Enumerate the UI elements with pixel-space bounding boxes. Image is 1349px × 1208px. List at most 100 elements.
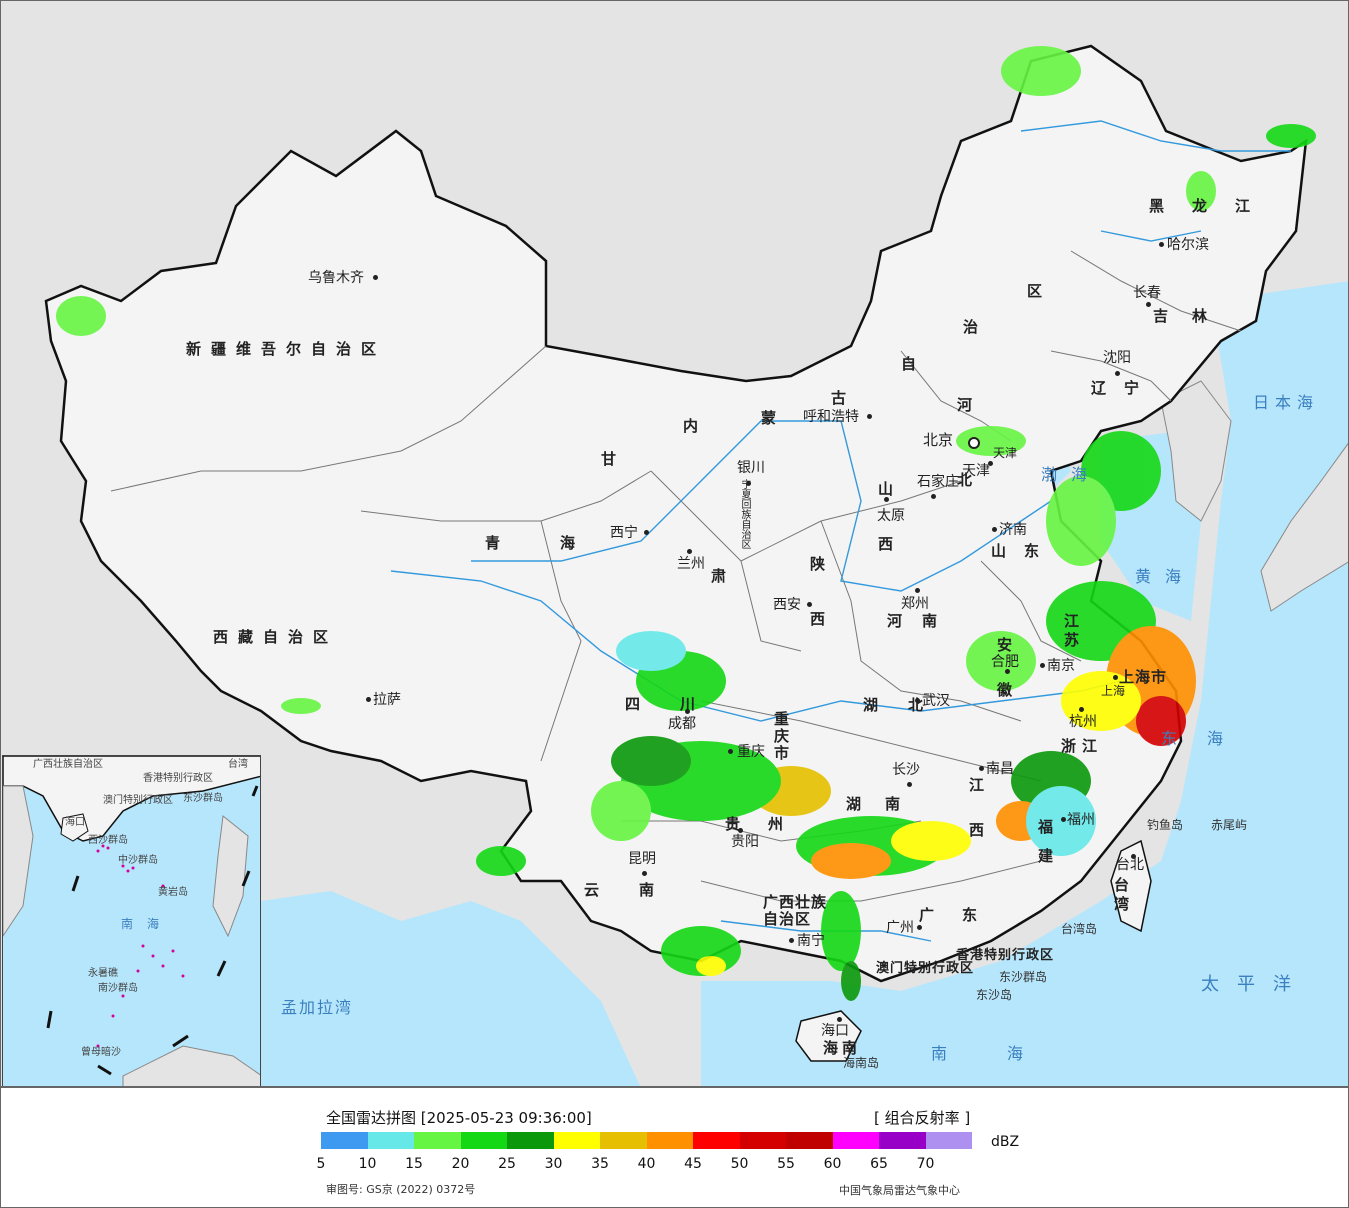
- city-changchun: 长春: [1133, 285, 1161, 301]
- radar-echo: [616, 631, 686, 671]
- radar-echo: [591, 781, 651, 841]
- province-boundaries: [110, 250, 1242, 902]
- legend-tick: 70: [916, 1156, 935, 1172]
- radar-echo: [821, 891, 861, 971]
- island-markers: [96, 844, 185, 1048]
- region-neimenggu-3: 古: [831, 389, 847, 407]
- city-xian: 西安: [773, 597, 801, 613]
- region-gansu: 甘: [601, 450, 617, 468]
- legend-tick: 45: [684, 1156, 702, 1172]
- city-shanghai: 上海: [1101, 684, 1126, 698]
- city-dot: [988, 461, 993, 466]
- color-scale-bar: [321, 1132, 972, 1149]
- inset-philippines: [212, 815, 249, 938]
- city-dot: [837, 1017, 842, 1022]
- city-dot: [907, 782, 912, 787]
- region-shanxi: 山西: [876, 481, 894, 591]
- region-jiangsu: 江苏: [1062, 613, 1080, 651]
- city-dot: [884, 497, 889, 502]
- region-taiwan: 台湾: [1112, 877, 1130, 915]
- region-guangdong: 广东: [919, 906, 1006, 924]
- radar-echo: [611, 736, 691, 786]
- region-neimenggu-4: 自: [901, 355, 917, 373]
- inset-huangyan: 黄岩岛: [158, 887, 188, 898]
- radar-echo: [966, 631, 1036, 691]
- legend-swatch: [507, 1132, 554, 1149]
- region-qinghai: 青海: [485, 534, 636, 552]
- island-dongsha-group: 东沙群岛: [999, 970, 1048, 984]
- region-heilongjiang: 黑龙江: [1149, 197, 1279, 215]
- city-jinan: 济南: [999, 522, 1027, 538]
- city-chongqing: 重庆: [737, 744, 765, 760]
- region-ningxia: 宁夏回族自治区: [739, 479, 750, 549]
- region-gansu-2: 肃: [711, 567, 727, 585]
- inset-borneo: [122, 1045, 260, 1086]
- yangtze-river: [390, 570, 1122, 722]
- inset-taiwan: 台湾: [228, 759, 248, 770]
- city-dot: [728, 749, 733, 754]
- inset-canvas: [3, 756, 260, 1086]
- city-dot: [642, 871, 647, 876]
- city-dot: [687, 549, 692, 554]
- city-chengdu: 成都: [668, 716, 696, 732]
- city-fuzhou: 福州: [1067, 812, 1095, 828]
- legend-tick: 50: [730, 1156, 749, 1172]
- region-yunnan: 云南: [584, 881, 695, 899]
- radar-echo: [1136, 696, 1186, 746]
- city-dot: [1061, 817, 1066, 822]
- taiwan-land: [1110, 839, 1152, 933]
- legend-swatch: [739, 1132, 786, 1149]
- radar-echoes: [56, 46, 1316, 1001]
- city-dot: [931, 494, 936, 499]
- region-xizang: 西藏自治区: [213, 628, 339, 646]
- legend-swatch: [600, 1132, 647, 1149]
- region-macau: 澳门特别行政区: [876, 961, 975, 976]
- korea-land: [1160, 380, 1232, 522]
- inset-haikou: 海口: [65, 817, 85, 828]
- radar-echo: [841, 961, 861, 1001]
- sea-bohai: 渤海: [1041, 465, 1102, 484]
- inset-guangxi: 广西壮族自治区: [33, 759, 103, 770]
- region-hainan: 海南: [823, 1039, 862, 1057]
- city-guangzhou: 广州: [886, 920, 914, 936]
- region-guizhou: 贵州: [725, 815, 812, 833]
- radar-echo: [1266, 124, 1316, 148]
- legend-swatch: [832, 1132, 879, 1149]
- city-taipei: 台北: [1116, 857, 1144, 873]
- legend-tick: 30: [544, 1156, 563, 1172]
- island-dongsha: 东沙岛: [976, 988, 1013, 1002]
- legend-tick: 35: [591, 1156, 609, 1172]
- island-chiwei: 赤尾屿: [1211, 818, 1248, 832]
- legend-swatch: [925, 1132, 972, 1149]
- radar-echo: [1061, 671, 1141, 731]
- inset-zhongsha: 中沙群岛: [118, 855, 158, 866]
- city-zhengzhou: 郑州: [901, 596, 929, 612]
- city-dot: [1115, 371, 1120, 376]
- sea-yellow: 黄海: [1135, 567, 1196, 586]
- sea-east: 东海: [1161, 729, 1254, 748]
- region-jilin: 吉林: [1153, 307, 1232, 325]
- yellow-river: [471, 420, 1052, 592]
- songhua-river: [1100, 230, 1202, 242]
- legend-tick: 60: [823, 1156, 842, 1172]
- city-dot: [992, 527, 997, 532]
- capital-icon: [968, 437, 980, 449]
- legend-swatch: [553, 1132, 600, 1149]
- region-neimenggu-1: 内: [683, 417, 699, 435]
- city-hefei: 合肥: [991, 654, 1019, 670]
- inset-nansha: 南沙群岛: [98, 983, 138, 994]
- city-dot: [917, 925, 922, 930]
- inset-hongkong: 香港特别行政区: [143, 773, 213, 784]
- city-dot: [644, 530, 649, 535]
- city-haikou: 海口: [821, 1023, 849, 1039]
- legend-panel: 全国雷达拼图 [2025-05-23 09:36:00] [ 组合反射率 ] d…: [0, 1087, 1349, 1208]
- legend-tick: 55: [777, 1156, 795, 1172]
- city-dot: [807, 602, 812, 607]
- city-dot: [789, 938, 794, 943]
- legend-swatch: [460, 1132, 507, 1149]
- city-shijiazhuang: 石家庄: [917, 474, 959, 490]
- map-canvas: [44, 44, 1348, 1086]
- region-neimenggu-5: 治: [963, 318, 979, 336]
- legend-swatch: [414, 1132, 461, 1149]
- city-dot: [1040, 663, 1045, 668]
